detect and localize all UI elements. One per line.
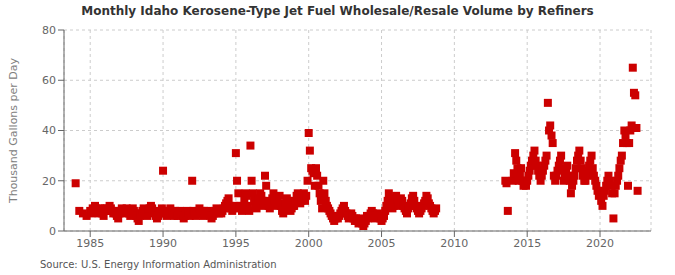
svg-text:2000: 2000 [295,237,323,250]
html-text:Monthly Idaho Kerosene-Type Je: Monthly Idaho Kerosene-Type Jet Fuel Who… [81,4,594,18]
html-text:Source: U.S. Energy Informatio: Source: U.S. Energy Information Administ… [40,259,277,270]
svg-text:2015: 2015 [513,237,541,250]
svg-text:2020: 2020 [586,237,614,250]
svg-text:80: 80 [42,24,56,37]
svg-text:1985: 1985 [76,237,104,250]
svg-text:0: 0 [49,225,56,238]
svg-text:2010: 2010 [440,237,468,250]
svg-text:1990: 1990 [149,237,177,250]
svg-text:40: 40 [42,124,56,137]
svg-text:20: 20 [42,175,56,188]
svg-text:2005: 2005 [368,237,396,250]
svg-text:Thousand Gallons per Day: Thousand Gallons per Day [8,57,20,204]
svg-text:1995: 1995 [222,237,250,250]
svg-text:60: 60 [42,74,56,87]
